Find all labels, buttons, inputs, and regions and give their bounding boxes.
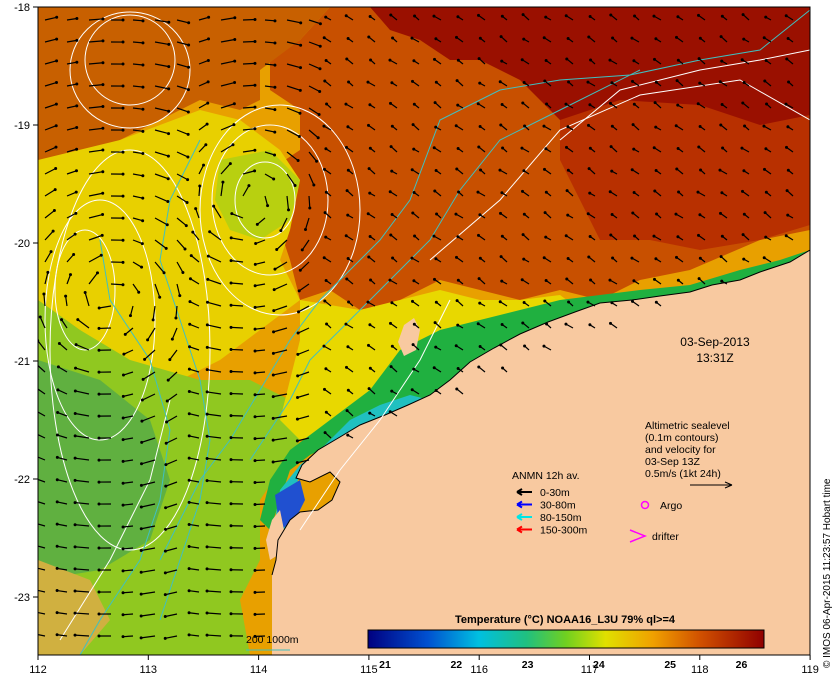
drifter-icon: [629, 529, 648, 543]
lon-tick-label: 116: [470, 664, 488, 676]
sealevel-contours: [44, 11, 810, 641]
colorbar-tick-label: 21: [379, 659, 391, 671]
anmn-item-label: 80-150m: [540, 512, 582, 524]
lat-tick-label: -22: [14, 474, 30, 486]
colorbar-tick-label: 22: [450, 659, 462, 671]
credit-text: © IMOS 06-Apr-2015 11:23:57 Hobart time: [822, 478, 833, 668]
longitude-axis: 112 113 114 115 116 117 118 119: [29, 655, 819, 676]
altimetry-legend: Altimetric sealevel (0.1m contours) and …: [645, 420, 733, 489]
altimetry-line-5: 0.5m/s (1kt 24h): [645, 468, 721, 480]
lon-tick-label: 115: [360, 664, 378, 676]
argo-label: Argo: [660, 500, 682, 512]
lat-tick-label: -19: [14, 120, 30, 132]
altimetry-line-1: Altimetric sealevel: [645, 420, 730, 432]
argo-icon: [640, 500, 650, 510]
bathymetry-label: 200 1000m: [246, 634, 299, 646]
colorbar-tick-label: 25: [664, 659, 676, 671]
velocity-arrows: [38, 13, 794, 640]
colorbar: [367, 629, 765, 649]
lon-tick-label: 119: [801, 664, 819, 676]
lon-tick-label: 114: [250, 664, 268, 676]
land-mass: [272, 250, 810, 655]
anmn-title: ANMN 12h av.: [512, 470, 580, 482]
colorbar-ticks: 21 22 23 24 25 26: [379, 659, 747, 671]
colorbar-tick-label: 24: [593, 659, 605, 671]
lon-tick-label: 112: [29, 664, 47, 676]
latitude-axis: -18 -19 -20 -21 -22 -23: [14, 2, 38, 604]
lat-tick-label: -18: [14, 2, 30, 14]
altimetry-line-3: and velocity for: [645, 444, 716, 456]
lat-tick-label: -20: [14, 238, 30, 250]
anmn-item-label: 30-80m: [540, 500, 576, 512]
lat-tick-label: -21: [14, 356, 30, 368]
lat-tick-label: -23: [14, 592, 30, 604]
time-label: 13:31Z: [696, 351, 733, 365]
altimetry-line-2: (0.1m contours): [645, 432, 719, 444]
date-label: 03-Sep-2013: [680, 335, 750, 349]
sst-field: [38, 7, 810, 655]
anmn-item-label: 150-300m: [540, 525, 588, 537]
colorbar-tick-label: 23: [522, 659, 534, 671]
colorbar-title: Temperature (°C) NOAA16_L3U 79% ql>=4: [455, 614, 676, 626]
drifter-label: drifter: [652, 531, 679, 543]
colorbar-tick-label: 26: [736, 659, 748, 671]
plot-frame: [37, 6, 811, 656]
altimetry-line-4: 03-Sep 13Z: [645, 456, 700, 468]
anmn-item-label: 0-30m: [540, 487, 570, 499]
lon-tick-label: 113: [140, 664, 158, 676]
lon-tick-label: 118: [691, 664, 709, 676]
lon-tick-label: 117: [581, 664, 599, 676]
